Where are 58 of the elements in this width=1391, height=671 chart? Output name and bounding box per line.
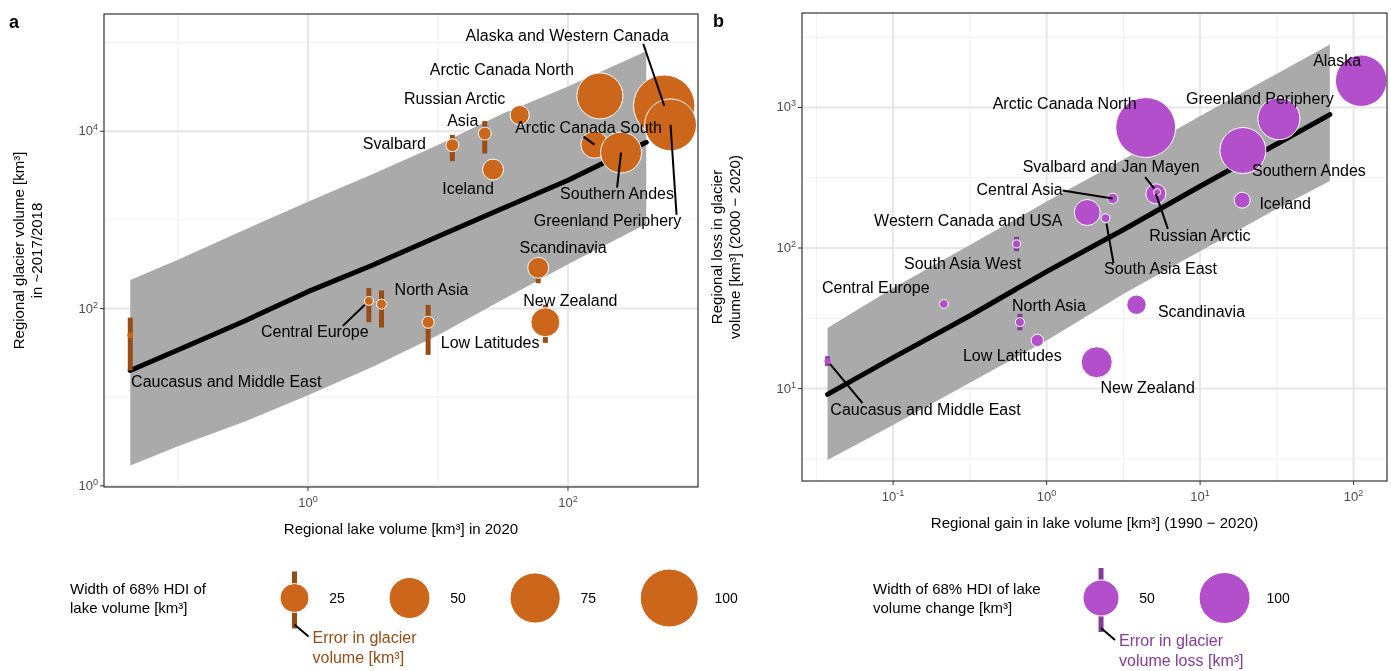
legend-label: 100 [1266, 590, 1290, 606]
y-tick-label: 10$^{0}$ [78, 476, 98, 493]
annotation: Svalbard and Jan Mayen [1022, 158, 1200, 176]
annotation: New Zealand [1100, 379, 1195, 397]
annotation: Iceland [1259, 195, 1311, 213]
annotation: Russian Arctic [1149, 227, 1251, 245]
legend-label: 75 [580, 590, 597, 606]
annotation: Alaska [1313, 51, 1362, 69]
annotation: Southern Andes [1251, 161, 1366, 179]
y-tick-label: 10$^{2}$ [776, 239, 796, 256]
annotation: North Asia [1012, 297, 1086, 315]
annotation: Greenland Periphery [533, 212, 682, 230]
annotation: Asia [447, 111, 479, 129]
text: Error in glacier volume [km³] [312, 628, 418, 666]
annotation: Greenland Periphery [1186, 89, 1334, 107]
x-tick-label: 10$^{-1}$ [881, 488, 905, 504]
annotation: Southern Andes [560, 184, 674, 202]
legend-label: 50 [1139, 590, 1156, 606]
x-tick-label: 10$^{0}$ [1036, 488, 1057, 504]
y-axis-title: Regional glacier volume [km³] in ~2017/2018 [10, 151, 45, 350]
annotation: Caucasus and Middle East [830, 401, 1022, 419]
annotation: Central Europe [261, 323, 369, 341]
annotation: Russian Arctic [403, 90, 506, 108]
annotation: Western Canada and USA [874, 211, 1063, 229]
y-tick-label: 10$^{3}$ [776, 98, 796, 115]
annotation: Central Asia [976, 180, 1063, 198]
annotation: Central Europe [822, 279, 930, 297]
legend-label: 25 [329, 590, 345, 606]
y-tick-label: 10$^{2}$ [78, 299, 98, 316]
annotation: South Asia West [903, 255, 1022, 273]
x-tick-label: 10$^{2}$ [1343, 488, 1364, 504]
legend-label: 100 [714, 590, 739, 606]
legend-label: 50 [450, 590, 467, 606]
x-tick-label: 10$^{0}$ [298, 494, 318, 510]
annotation: Iceland [442, 179, 494, 197]
text: Error in glacier volume loss [km³] [1119, 632, 1244, 670]
y-tick-label: 10$^{4}$ [78, 122, 98, 139]
annotation: Caucasus and Middle East [131, 373, 322, 391]
annotation: Alaska and Western Canada [465, 26, 670, 44]
x-tick-label: 10$^{2}$ [558, 494, 578, 510]
y-tick-label: 10$^{1}$ [776, 379, 796, 396]
annotation: Scandinavia [1157, 302, 1246, 320]
legend-title: Width of 68% HDI of lake volume [km³] [70, 580, 207, 616]
annotation: Arctic Canada North [429, 61, 574, 79]
y-axis-title: Regional loss in glacier volume [km³] (2000 − 2020) [708, 155, 743, 339]
x-axis-title: Regional gain in lake volume [km³] (1990 − 2020) [930, 514, 1259, 531]
annotation: New Zealand [523, 292, 618, 310]
x-tick-label: 10$^{1}$ [1190, 488, 1210, 504]
annotation: Svalbard [362, 135, 426, 153]
annotation: North Asia [394, 281, 469, 299]
x-axis-title: Regional lake volume [km³] in 2020 [283, 520, 519, 537]
legend-title: Width of 68% HDI of lake volume change [km³] [873, 580, 1041, 616]
annotation: Low Latitudes [440, 334, 540, 352]
annotation: South Asia East [1104, 260, 1218, 278]
chart-title: a [9, 12, 20, 32]
annotation: Low Latitudes [962, 346, 1062, 364]
annotation: Scandinavia [519, 239, 607, 257]
chart-title: b [713, 11, 724, 31]
